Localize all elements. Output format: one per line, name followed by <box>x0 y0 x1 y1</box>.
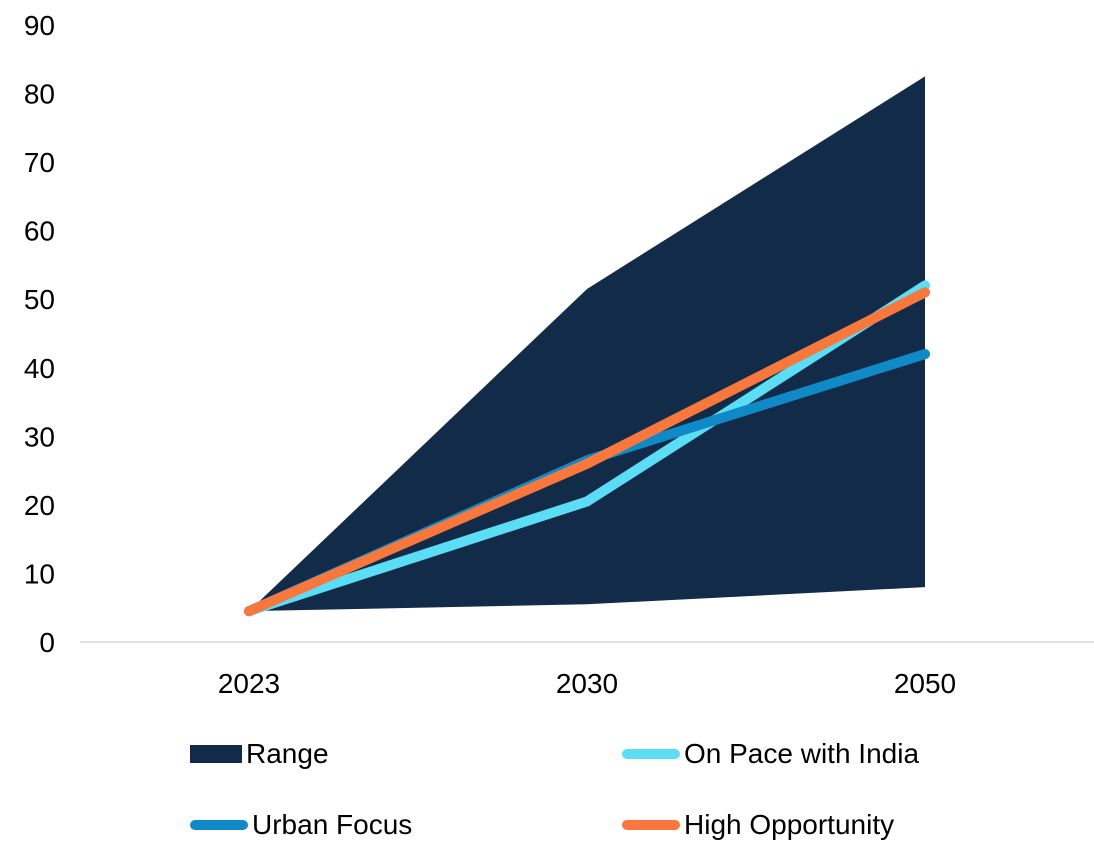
data-point-high-opportunity <box>244 606 254 617</box>
legend-label-on-pace-with-india: On Pace with India <box>684 738 920 769</box>
legend-label-urban-focus: Urban Focus <box>252 809 413 840</box>
legend-swatch-urban-focus <box>190 820 248 830</box>
range-area <box>249 76 925 612</box>
y-tick-label: 80 <box>24 79 55 110</box>
legend-swatch-high-opportunity <box>622 820 680 830</box>
y-tick-label: 40 <box>24 353 55 384</box>
data-point-on-pace-with-india <box>920 280 930 291</box>
legend-label-range: Range <box>246 738 329 769</box>
y-tick-label: 20 <box>24 490 55 521</box>
y-tick-label: 0 <box>39 627 55 658</box>
legend-item-on-pace-with-india: On Pace with India <box>622 738 919 770</box>
legend-item-range: Range <box>190 738 329 770</box>
y-tick-label: 30 <box>24 421 55 452</box>
plot-area <box>244 76 930 617</box>
legend-label-high-opportunity: High Opportunity <box>684 809 895 840</box>
x-tick-label: 2050 <box>894 668 956 699</box>
y-tick-label: 10 <box>24 558 55 589</box>
legend-item-high-opportunity: High Opportunity <box>622 809 894 841</box>
y-axis: 0 10 20 30 40 50 60 70 80 90 <box>24 10 55 658</box>
legend-item-urban-focus: Urban Focus <box>190 809 412 841</box>
legend-swatch-on-pace-with-india <box>622 749 680 759</box>
data-point-high-opportunity <box>582 458 592 469</box>
data-point-high-opportunity <box>920 287 930 298</box>
y-tick-label: 50 <box>24 284 55 315</box>
x-tick-label: 2023 <box>218 668 280 699</box>
y-tick-label: 60 <box>24 216 55 247</box>
x-axis: 2023 2030 2050 <box>218 668 956 699</box>
data-point-on-pace-with-india <box>582 496 592 507</box>
y-tick-label: 70 <box>24 147 55 178</box>
data-point-urban-focus <box>920 349 930 360</box>
legend-swatch-range <box>190 745 242 763</box>
x-tick-label: 2030 <box>556 668 618 699</box>
y-tick-label: 90 <box>24 10 55 41</box>
